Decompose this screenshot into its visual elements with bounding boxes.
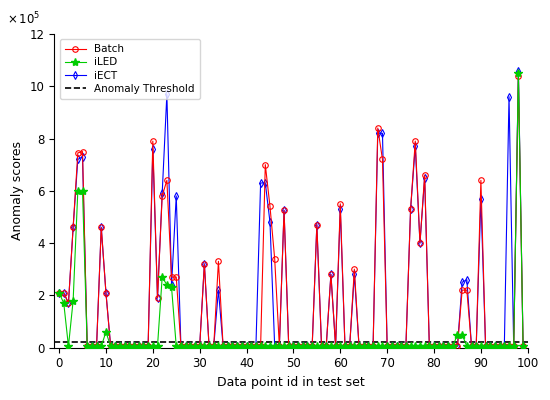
iECT [84,344,91,349]
Y-axis label: Anomaly scores: Anomaly scores [11,141,24,240]
Batch [168,275,175,280]
Batch [150,139,156,144]
iECT [168,282,175,287]
Text: $\times\,10^5$: $\times\,10^5$ [7,11,40,28]
Batch [337,202,344,206]
Batch [520,344,526,349]
iLED [515,71,522,76]
iLED [337,344,344,349]
Batch [56,290,62,295]
iECT [337,207,344,212]
Batch [487,344,493,349]
Batch [84,344,91,349]
iECT [150,146,156,151]
iLED [150,344,156,349]
Line: iLED: iLED [55,69,527,350]
iECT [487,344,493,349]
iLED [501,344,508,349]
Batch [300,344,306,349]
iECT [520,344,526,349]
Line: Batch: Batch [56,73,526,349]
Batch [515,73,522,78]
iLED [56,290,62,295]
X-axis label: Data point id in test set: Data point id in test set [217,376,365,389]
iECT [501,344,508,349]
iLED [65,344,72,349]
Legend: Batch, iLED, iECT, Anomaly Threshold: Batch, iLED, iECT, Anomaly Threshold [59,39,200,99]
iECT [515,68,522,73]
Batch [501,344,508,349]
iLED [168,285,175,290]
Line: iECT: iECT [56,68,526,349]
iLED [487,344,493,349]
iLED [520,344,526,349]
iECT [56,290,62,295]
iECT [300,344,306,349]
Anomaly Threshold [60,340,67,345]
iLED [300,344,306,349]
Anomaly Threshold [56,340,62,345]
